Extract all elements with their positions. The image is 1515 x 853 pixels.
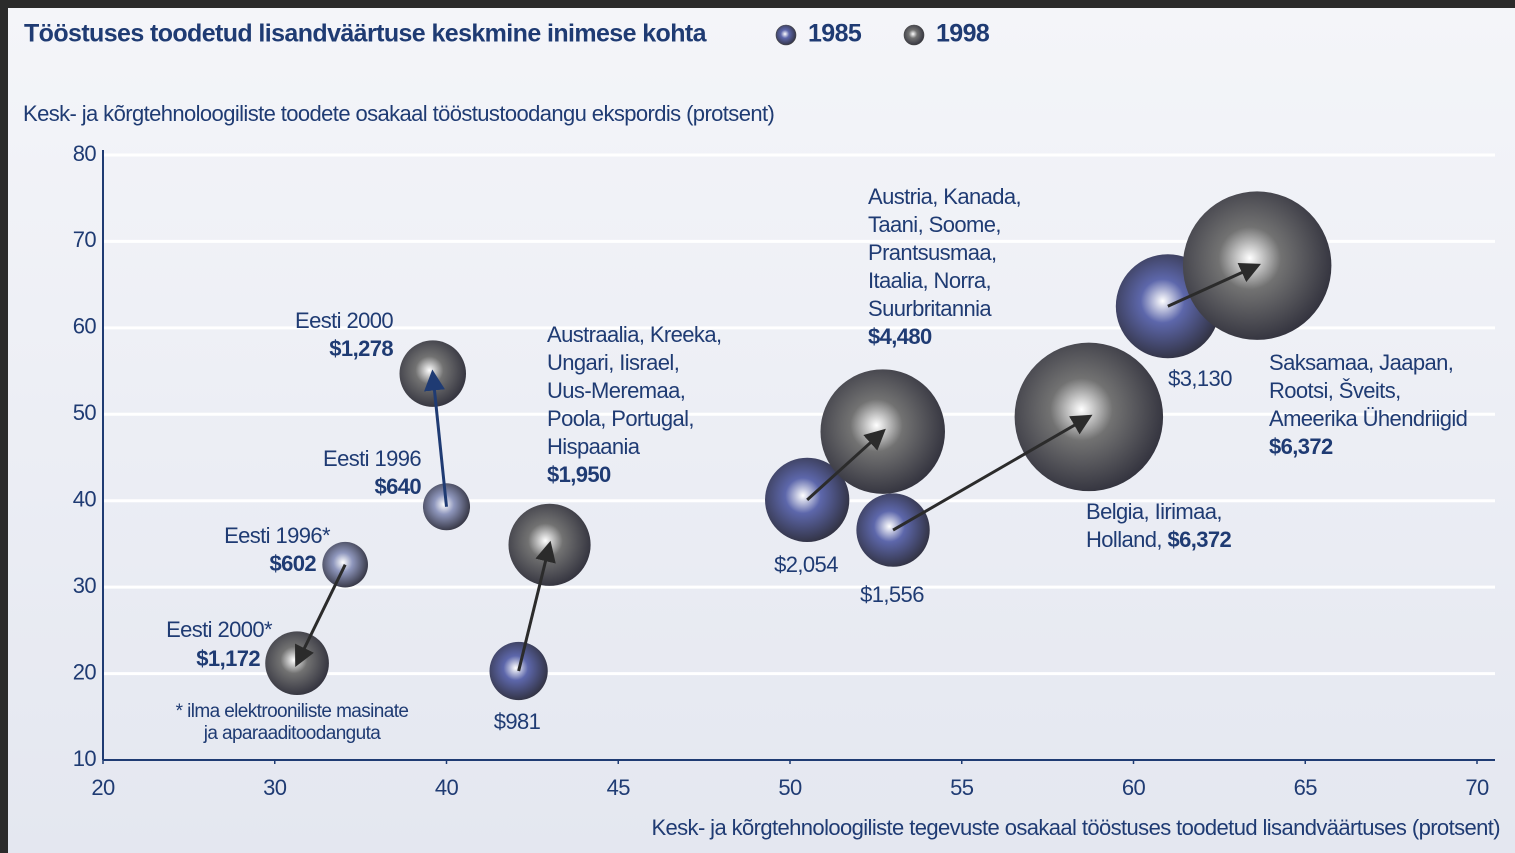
x-tick-label: 50 [778, 775, 802, 800]
y-axis-title: Kesk- ja kõrgtehnoloogiliste toodete osa… [23, 101, 774, 126]
value-label: $1,950 [547, 462, 611, 487]
y-tick-label: 30 [73, 573, 97, 598]
point-name: Eesti 2000 [295, 308, 393, 333]
y-tick-label: 10 [73, 746, 97, 771]
value-label: $4,480 [868, 324, 932, 349]
value-label: $1,556 [860, 582, 924, 607]
legend-marker [776, 25, 796, 45]
group-name: Poola, Portugal, [547, 406, 694, 431]
group-name: Ungari, Iisrael, [547, 350, 679, 375]
footnote: * ilma elektrooniliste masinate [176, 701, 409, 722]
value-label: $2,054 [774, 552, 838, 577]
chart: Tööstuses toodetud lisandväärtuse keskmi… [0, 0, 1515, 853]
footnote: ja aparaaditoodanguta [203, 723, 382, 744]
x-tick-label: 20 [91, 775, 115, 800]
group-name: Taani, Soome, [868, 212, 1001, 237]
x-tick-label: 65 [1294, 775, 1318, 800]
x-tick-label: 30 [263, 775, 287, 800]
value-label: $1,278 [329, 336, 393, 361]
value-label: $6,372 [1269, 434, 1333, 459]
point-name: Eesti 1996* [224, 523, 331, 548]
chart-title: Tööstuses toodetud lisandväärtuse keskmi… [24, 20, 708, 48]
group-name: Saksamaa, Jaapan, [1269, 350, 1453, 375]
bubble [322, 542, 368, 588]
group-name: Belgia, Iirimaa, [1086, 499, 1222, 524]
value-label: $3,130 [1168, 366, 1232, 391]
group-name: Itaalia, Norra, [868, 268, 991, 293]
group-name: Rootsi, Šveits, [1269, 378, 1401, 403]
value-label: $1,172 [196, 646, 260, 671]
point-name: Eesti 2000* [166, 617, 273, 642]
group-name: Ameerika Ühendriigid [1269, 406, 1467, 431]
value-label: $640 [374, 474, 421, 499]
y-tick-label: 50 [73, 400, 97, 425]
y-tick-label: 40 [73, 487, 97, 512]
x-tick-label: 40 [435, 775, 459, 800]
group-name: Holland, $6,372 [1086, 527, 1231, 552]
x-tick-label: 70 [1465, 775, 1489, 800]
y-tick-label: 70 [73, 227, 97, 252]
y-tick-label: 60 [73, 314, 97, 339]
group-name: Austria, Kanada, [868, 184, 1021, 209]
group-name: Austraalia, Kreeka, [547, 322, 721, 347]
legend-marker [904, 25, 924, 45]
group-name: Suurbritannia [868, 296, 992, 321]
x-tick-label: 45 [607, 775, 631, 800]
value-label: $602 [269, 551, 316, 576]
group-name: Hispaania [547, 434, 641, 459]
group-name: Uus-Meremaa, [547, 378, 685, 403]
x-tick-label: 55 [950, 775, 974, 800]
x-tick-label: 60 [1122, 775, 1146, 800]
y-tick-label: 20 [73, 659, 97, 684]
y-tick-label: 80 [73, 141, 97, 166]
legend-label: 1985 [808, 20, 862, 48]
group-name: Prantsusmaa, [868, 240, 997, 265]
value-label: $981 [494, 709, 541, 734]
value-label: $6,372 [1167, 527, 1231, 552]
point-name: Eesti 1996 [323, 446, 421, 471]
legend-label: 1998 [936, 20, 990, 48]
x-axis-title: Kesk- ja kõrgtehnoloogiliste tegevuste o… [651, 815, 1500, 840]
